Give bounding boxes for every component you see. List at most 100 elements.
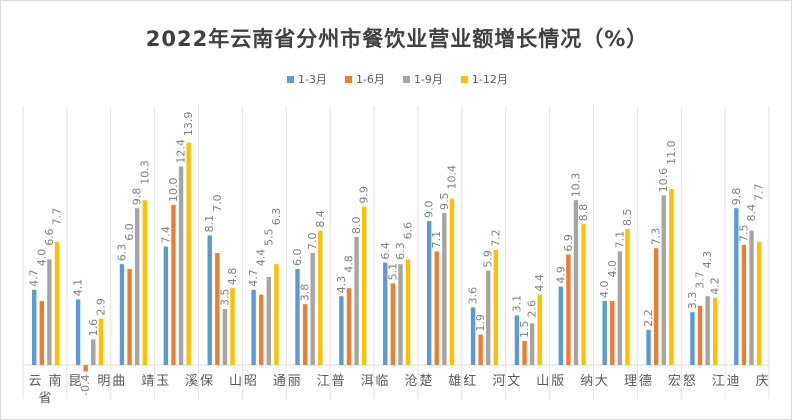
bar <box>697 305 703 365</box>
legend-item: 1-9月 <box>402 71 443 87</box>
data-label: 13.9 <box>182 112 195 137</box>
bar <box>653 248 659 365</box>
bar <box>646 329 651 365</box>
bar <box>127 269 132 365</box>
data-label: 8.5 <box>621 209 634 227</box>
category-label: 江 <box>317 374 330 389</box>
bar <box>222 309 228 365</box>
legend-item: 1-3月 <box>287 71 327 87</box>
bar <box>426 221 432 365</box>
bar <box>39 301 44 365</box>
legend-label: 1-6月 <box>355 73 385 86</box>
category-label: 溪 <box>185 374 198 389</box>
data-label: 8.1 <box>203 215 216 233</box>
data-label: 3.6 <box>467 287 480 305</box>
data-label: 7.3 <box>650 228 663 246</box>
bar <box>756 241 762 365</box>
data-label: 7.1 <box>613 231 626 249</box>
data-label: 6.9 <box>562 234 575 252</box>
bar <box>230 288 235 365</box>
bar <box>690 312 695 365</box>
category-label: 省 <box>38 391 51 406</box>
data-label: 11.0 <box>665 140 678 165</box>
bar <box>493 249 499 365</box>
bar <box>669 189 674 365</box>
category-label: 庆 <box>756 374 769 389</box>
category-label: 普 <box>332 374 345 389</box>
data-label: 4.2 <box>709 277 722 295</box>
bar <box>566 254 571 365</box>
bar <box>602 301 607 365</box>
bar <box>486 270 491 365</box>
data-label: 4.9 <box>554 266 567 284</box>
bar <box>32 289 37 365</box>
category-label: 明 <box>97 374 110 389</box>
category-label: 昆 <box>68 374 81 389</box>
data-label: 8.4 <box>745 204 758 222</box>
bar <box>171 205 176 365</box>
data-label: 3.3 <box>686 292 699 310</box>
data-label: 8.4 <box>314 210 327 228</box>
bar <box>318 230 323 365</box>
bar <box>215 253 220 365</box>
data-label: 10.4 <box>445 165 458 190</box>
category-label: 昭 <box>244 374 257 389</box>
bar <box>251 289 256 365</box>
data-label: 7.4 <box>159 226 172 244</box>
category-label: 河 <box>492 374 505 389</box>
bar <box>478 334 483 365</box>
bar <box>361 206 367 365</box>
category-label: 保 <box>200 374 213 389</box>
data-label: 3.1 <box>510 295 523 313</box>
bar <box>741 245 747 365</box>
data-label: 4.0 <box>606 260 619 278</box>
bar <box>178 166 184 365</box>
legend-item: 1-12月 <box>460 71 508 87</box>
data-label: 6.6 <box>402 222 415 240</box>
bar <box>91 339 96 365</box>
bar <box>134 208 140 365</box>
data-label: 7.1 <box>430 231 443 249</box>
bar <box>434 251 439 365</box>
data-label: 4.3 <box>335 276 348 294</box>
legend-item: 1-6月 <box>344 71 385 87</box>
category-label: 通 <box>273 374 286 389</box>
bar <box>573 200 579 365</box>
data-label: 4.1 <box>72 279 85 297</box>
data-label: 2.6 <box>526 300 539 318</box>
data-label: 5.9 <box>482 250 495 268</box>
legend-swatch <box>287 75 294 83</box>
data-label: 4.8 <box>342 255 355 273</box>
bar <box>713 297 718 365</box>
data-label: 3.5 <box>218 289 231 307</box>
bar <box>749 230 754 365</box>
category-label: 纳 <box>580 374 593 389</box>
data-label: 6.0 <box>291 249 304 267</box>
data-label: 6.4 <box>379 242 392 260</box>
category-label: 楚 <box>419 374 432 389</box>
data-label: 6.6 <box>43 228 56 246</box>
data-label: 4.0 <box>35 249 48 267</box>
data-label: 6.3 <box>394 242 407 260</box>
data-label: 2.2 <box>642 309 655 327</box>
data-label: 7.7 <box>753 184 766 202</box>
bar <box>259 294 264 365</box>
data-label: 4.0 <box>598 281 611 299</box>
bar <box>522 341 527 365</box>
data-label: 4.4 <box>533 274 546 292</box>
data-label: 12.4 <box>175 139 188 164</box>
legend-label: 1-3月 <box>298 73 327 86</box>
bar <box>83 365 88 372</box>
data-label: 2.9 <box>94 298 107 316</box>
bar <box>470 307 476 365</box>
legend-label: 1-9月 <box>413 73 443 86</box>
data-label: 6.3 <box>270 208 283 226</box>
bar <box>274 264 279 365</box>
category-label: 丽 <box>288 374 301 389</box>
category-label: 理 <box>624 374 637 389</box>
bar <box>98 318 104 365</box>
bar <box>398 264 403 365</box>
category-label: 宏 <box>668 374 681 389</box>
category-label: 文 <box>507 374 520 389</box>
